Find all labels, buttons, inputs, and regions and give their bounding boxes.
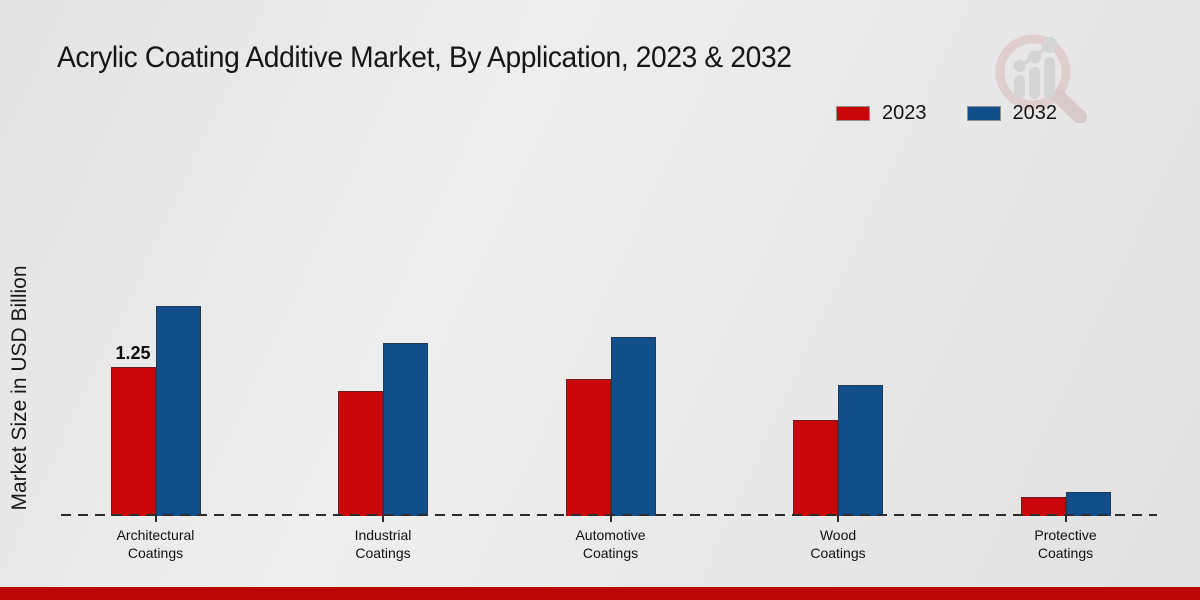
bar-2032-architectural-coatings — [155, 306, 201, 516]
bar-2023-architectural-coatings — [110, 367, 156, 516]
x-axis-baseline — [61, 514, 1157, 516]
x-axis-category-label: Architectural Coatings — [116, 527, 195, 562]
legend-swatch-2032-icon — [966, 106, 1001, 121]
bar-value-label: 1.25 — [115, 343, 151, 363]
x-axis-tick — [609, 516, 612, 522]
x-axis-category-label: Protective Coatings — [1034, 527, 1097, 562]
x-axis-tick — [1064, 516, 1067, 522]
bar-2032-protective-coatings — [1065, 492, 1111, 516]
bar-2032-industrial-coatings — [383, 343, 428, 516]
bar-2023-protective-coatings — [1020, 497, 1066, 516]
chart-title: Acrylic Coating Additive Market, By Appl… — [57, 41, 792, 74]
x-axis-tick — [154, 516, 157, 522]
bar-2023-automotive-coatings — [565, 379, 611, 516]
legend-item-2023: 2023 — [836, 102, 927, 125]
bar-2023-wood-coatings — [793, 420, 838, 516]
legend-label-2032: 2032 — [1012, 102, 1058, 124]
x-axis-category-label: Automotive Coatings — [575, 527, 646, 562]
bar-2032-automotive-coatings — [610, 337, 656, 516]
legend: 2023 2032 — [836, 102, 1057, 125]
legend-label-2023: 2023 — [882, 102, 927, 124]
x-axis-category-label: Wood Coatings — [810, 527, 866, 562]
footer-accent-bar — [0, 587, 1200, 600]
x-axis-category-label: Industrial Coatings — [354, 527, 412, 562]
x-axis-tick — [382, 516, 384, 522]
legend-item-2032: 2032 — [966, 102, 1058, 125]
bar-2032-wood-coatings — [838, 385, 883, 516]
bar-2023-industrial-coatings — [338, 391, 383, 516]
magnifier-bar-chart-watermark-icon — [995, 34, 1087, 123]
legend-swatch-2023-icon — [836, 106, 870, 121]
x-axis-tick — [837, 516, 839, 522]
